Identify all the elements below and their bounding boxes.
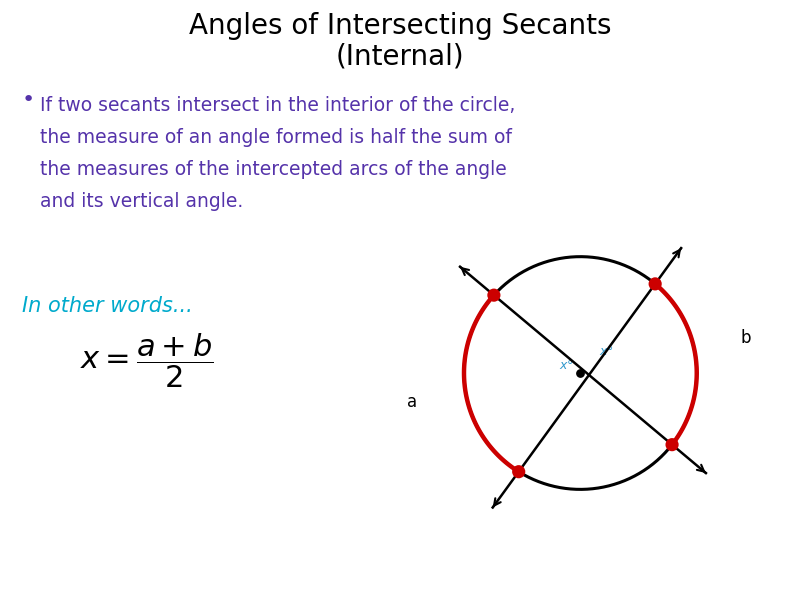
Point (512, 467, 525, 477)
Point (487, 290, 500, 300)
Text: the measures of the intercepted arcs of the angle: the measures of the intercepted arcs of … (40, 160, 506, 179)
Point (666, 440, 678, 450)
Text: Angles of Intersecting Secants: Angles of Intersecting Secants (189, 12, 611, 40)
Text: If two secants intersect in the interior of the circle,: If two secants intersect in the interior… (40, 96, 515, 115)
Text: $x°$: $x°$ (599, 345, 614, 358)
Text: In other words...: In other words... (22, 296, 193, 316)
Point (649, 279, 662, 289)
Text: $x°$: $x°$ (559, 359, 574, 372)
Text: the measure of an angle formed is half the sum of: the measure of an angle formed is half t… (40, 128, 512, 147)
Text: •: • (22, 90, 35, 110)
Text: and its vertical angle.: and its vertical angle. (40, 192, 243, 211)
Text: b: b (740, 329, 751, 347)
Point (574, 368, 586, 378)
Text: (Internal): (Internal) (336, 42, 464, 70)
Text: a: a (406, 393, 417, 411)
Text: $x = \dfrac{a + b}{2}$: $x = \dfrac{a + b}{2}$ (80, 332, 214, 391)
